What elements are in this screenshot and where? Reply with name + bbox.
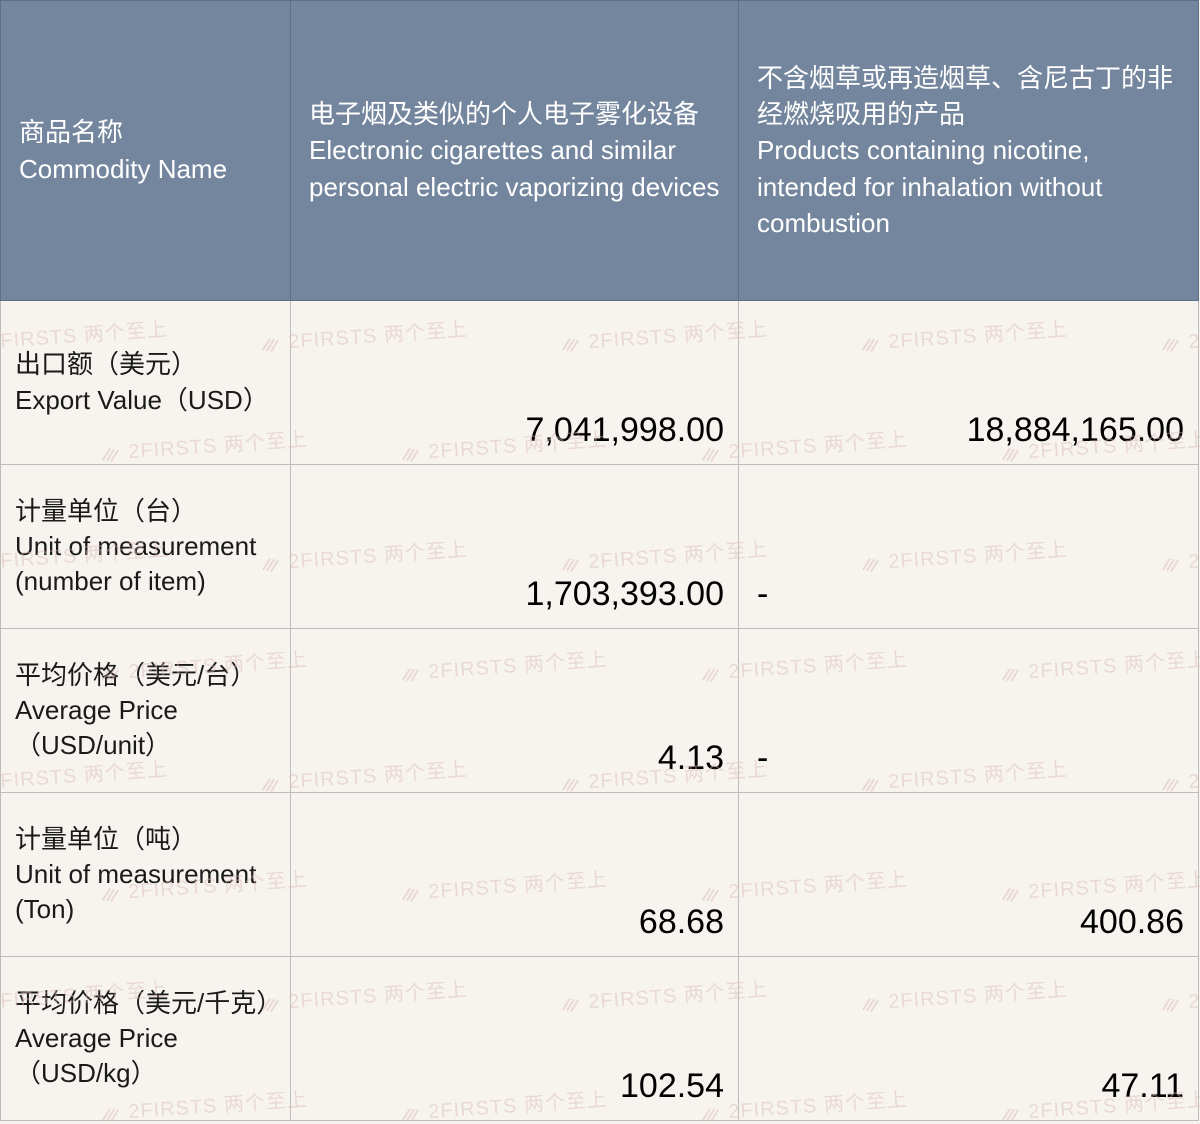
header-nicotine-products-cn: 不含烟草或再造烟草、含尼古丁的非经燃烧吸用的产品 <box>757 60 1180 133</box>
row-label-cn: 平均价格（美元/台） <box>15 658 276 693</box>
row-label-en: Unit of measurement (Ton) <box>15 857 276 927</box>
cell-unit-ton-nicotine: 400.86 <box>739 793 1199 957</box>
header-ecig-devices-en: Electronic cigarettes and similar person… <box>309 132 720 205</box>
commodity-export-table: 商品名称 Commodity Name 电子烟及类似的个人电子雾化设备 Elec… <box>0 0 1199 1121</box>
table-row: 计量单位（台） Unit of measurement (number of i… <box>1 465 1199 629</box>
header-nicotine-products: 不含烟草或再造烟草、含尼古丁的非经燃烧吸用的产品 Products contai… <box>739 1 1199 301</box>
cell-avg-price-unit-nicotine: - <box>739 629 1199 793</box>
row-label: 出口额（美元） Export Value（USD） <box>1 301 291 465</box>
header-commodity-name-en: Commodity Name <box>19 151 272 187</box>
row-label: 计量单位（台） Unit of measurement (number of i… <box>1 465 291 629</box>
row-label-cn: 平均价格（美元/千克） <box>15 986 276 1021</box>
row-label-en: Average Price （USD/kg） <box>15 1021 276 1091</box>
row-label: 平均价格（美元/千克） Average Price （USD/kg） <box>1 957 291 1121</box>
cell-export-value-nicotine: 18,884,165.00 <box>739 301 1199 465</box>
cell-avg-price-kg-ecig: 102.54 <box>291 957 739 1121</box>
cell-unit-item-ecig: 1,703,393.00 <box>291 465 739 629</box>
header-commodity-name: 商品名称 Commodity Name <box>1 1 291 301</box>
cell-avg-price-kg-nicotine: 47.11 <box>739 957 1199 1121</box>
header-commodity-name-cn: 商品名称 <box>19 114 272 150</box>
cell-unit-ton-ecig: 68.68 <box>291 793 739 957</box>
row-label: 平均价格（美元/台） Average Price （USD/unit） <box>1 629 291 793</box>
row-label-cn: 计量单位（台） <box>15 494 276 529</box>
row-label-en: Export Value（USD） <box>15 383 276 418</box>
table-row: 出口额（美元） Export Value（USD） 7,041,998.00 1… <box>1 301 1199 465</box>
row-label-en: Average Price （USD/unit） <box>15 693 276 763</box>
row-label: 计量单位（吨） Unit of measurement (Ton) <box>1 793 291 957</box>
cell-export-value-ecig: 7,041,998.00 <box>291 301 739 465</box>
cell-avg-price-unit-ecig: 4.13 <box>291 629 739 793</box>
table-row: 平均价格（美元/台） Average Price （USD/unit） 4.13… <box>1 629 1199 793</box>
table-header: 商品名称 Commodity Name 电子烟及类似的个人电子雾化设备 Elec… <box>1 1 1199 301</box>
cell-unit-item-nicotine: - <box>739 465 1199 629</box>
row-label-cn: 计量单位（吨） <box>15 822 276 857</box>
header-nicotine-products-en: Products containing nicotine, intended f… <box>757 132 1180 241</box>
table-row: 计量单位（吨） Unit of measurement (Ton) 68.68 … <box>1 793 1199 957</box>
header-ecig-devices-cn: 电子烟及类似的个人电子雾化设备 <box>309 96 720 132</box>
table-body: 出口额（美元） Export Value（USD） 7,041,998.00 1… <box>1 301 1199 1121</box>
table-row: 平均价格（美元/千克） Average Price （USD/kg） 102.5… <box>1 957 1199 1121</box>
header-ecig-devices: 电子烟及类似的个人电子雾化设备 Electronic cigarettes an… <box>291 1 739 301</box>
row-label-en: Unit of measurement (number of item) <box>15 529 276 599</box>
row-label-cn: 出口额（美元） <box>15 347 276 382</box>
